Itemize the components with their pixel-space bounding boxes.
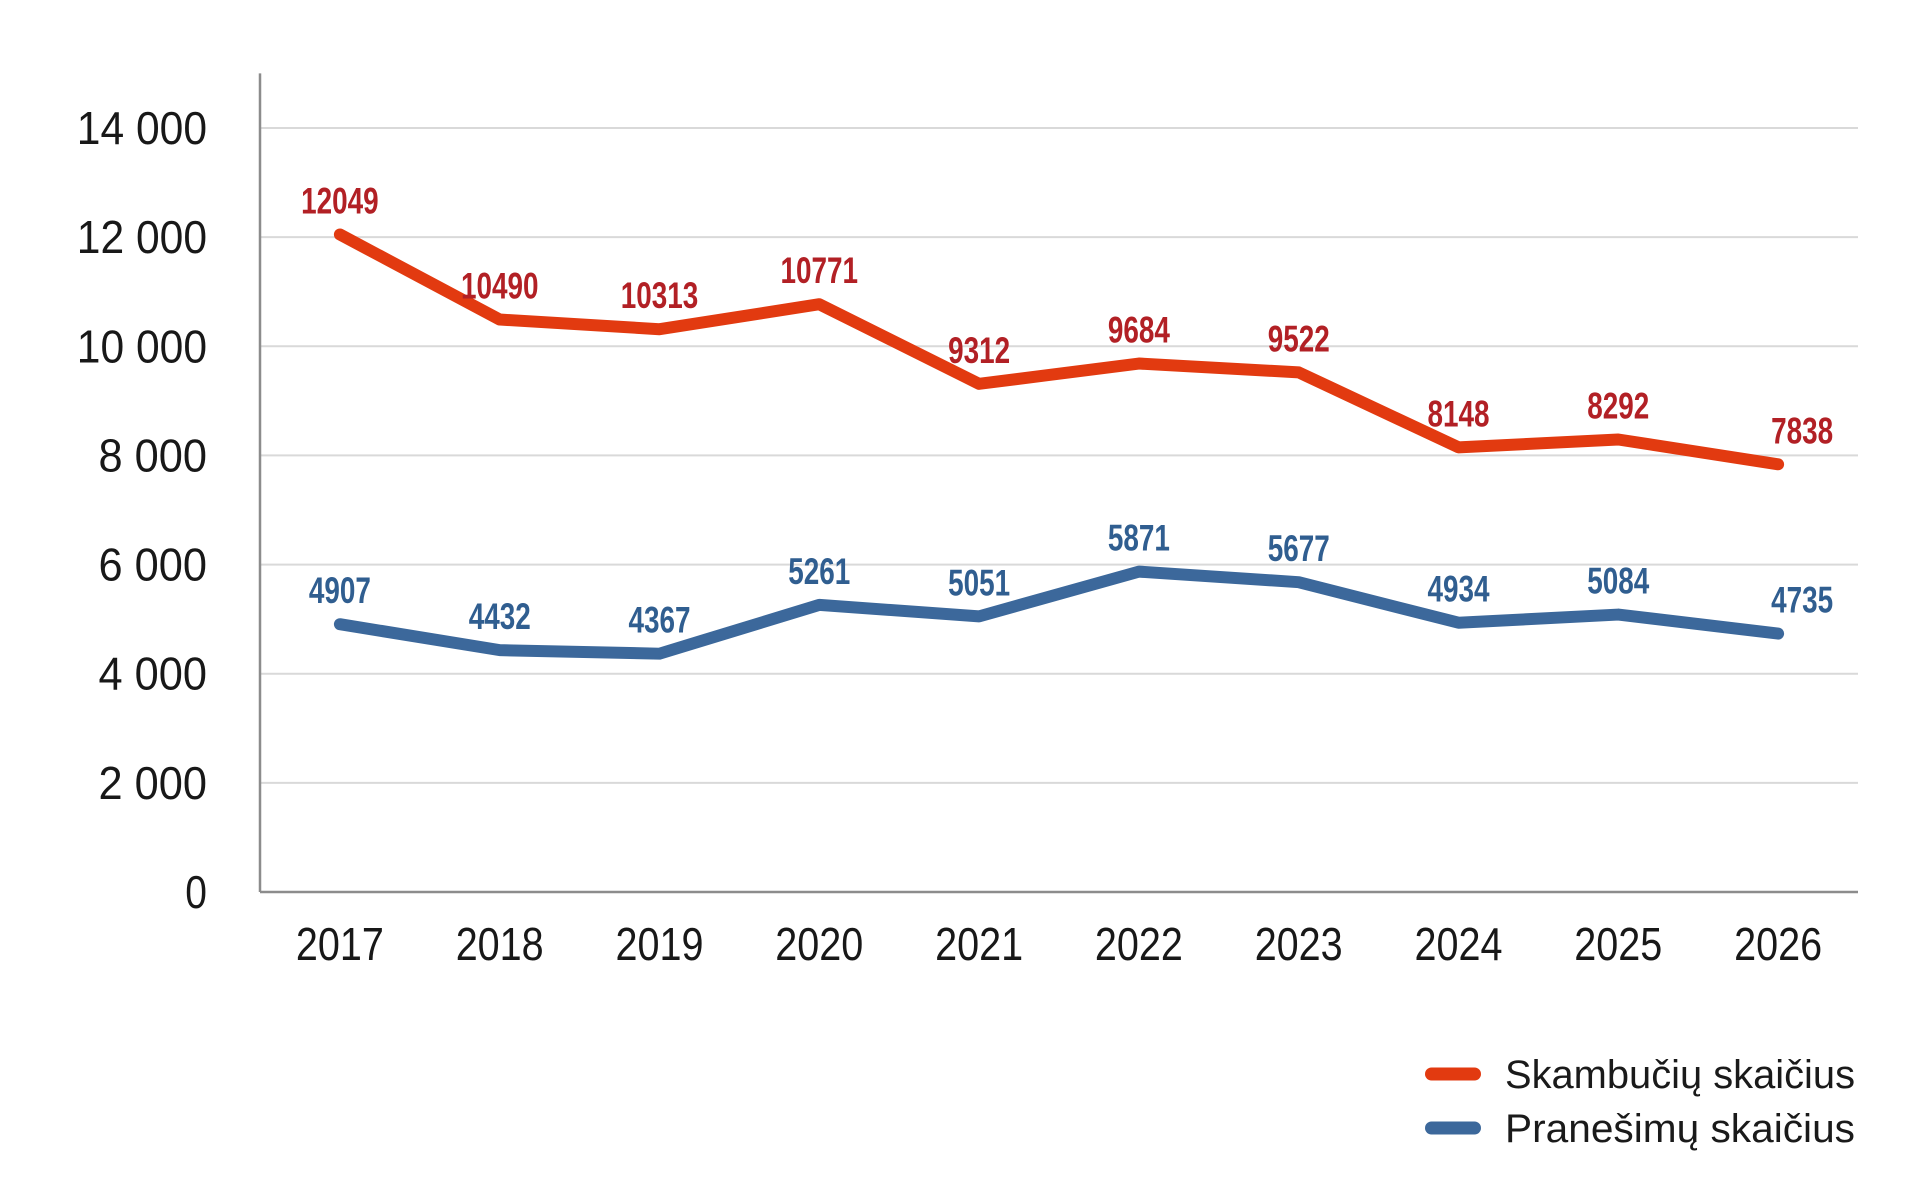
messages-data-label-2026: 4735: [1771, 580, 1833, 621]
messages-data-label-2022: 5871: [1108, 518, 1170, 559]
x-tick-label-2023: 2023: [1255, 918, 1343, 970]
calls-legend-label: Skambučių skaičius: [1505, 1053, 1855, 1097]
series-lines: [333, 228, 1785, 660]
data-labels: 12049 10490 10313 10771 9312 9684 9522 8148 8292…: [301, 180, 1833, 640]
x-tick-label-2018: 2018: [456, 918, 544, 970]
calls-data-label-2022: 9684: [1108, 310, 1170, 351]
messages-data-label-2017: 4907: [309, 570, 371, 611]
y-tick-label-10000: 10 000: [77, 320, 207, 372]
y-tick-label-2000: 2 000: [99, 757, 208, 809]
messages-data-label-2025: 5084: [1587, 561, 1649, 602]
y-tick-label-14000: 14 000: [77, 102, 207, 154]
calls-data-label-2017: 12049: [301, 180, 379, 221]
y-tick-label-0: 0: [185, 866, 207, 918]
messages-data-label-2021: 5051: [948, 562, 1010, 603]
x-axis-tick-labels: 2017 2018 2019 2020 2021 2022 2023 2024 2025 2026: [296, 918, 1822, 970]
x-tick-label-2025: 2025: [1574, 918, 1662, 970]
messages-data-label-2024: 4934: [1428, 569, 1490, 610]
x-tick-label-2022: 2022: [1095, 918, 1183, 970]
gridlines: [260, 127, 1858, 784]
y-tick-label-6000: 6 000: [99, 539, 208, 591]
x-tick-label-2026: 2026: [1734, 918, 1822, 970]
y-axis-tick-labels: 0 2 000 4 000 6 000 8 000 10 000 12 000 14 000: [77, 102, 207, 918]
axes: [258, 73, 1858, 894]
y-tick-label-12000: 12 000: [77, 211, 207, 263]
y-tick-label-4000: 4 000: [99, 648, 208, 700]
calls-legend-swatch: [1425, 1067, 1481, 1081]
x-tick-label-2021: 2021: [935, 918, 1023, 970]
x-tick-label-2019: 2019: [616, 918, 704, 970]
messages-legend-swatch: [1425, 1121, 1481, 1135]
calls-data-label-2023: 9522: [1268, 318, 1330, 359]
messages-legend-label: Pranešimų skaičius: [1505, 1107, 1855, 1151]
messages-data-label-2018: 4432: [469, 596, 531, 637]
messages-data-label-2019: 4367: [629, 600, 691, 641]
x-tick-label-2017: 2017: [296, 918, 384, 970]
calls-data-label-2024: 8148: [1428, 393, 1490, 434]
calls-data-label-2018: 10490: [461, 266, 539, 307]
messages-data-label-2023: 5677: [1268, 528, 1330, 569]
x-tick-label-2024: 2024: [1415, 918, 1503, 970]
x-tick-label-2020: 2020: [775, 918, 863, 970]
calls-data-label-2026: 7838: [1771, 410, 1833, 451]
legend: Skambučių skaičius Pranešimų skaičius: [1425, 1053, 1855, 1151]
messages-series-line: [333, 565, 1785, 660]
calls-series-line: [333, 228, 1785, 471]
calls-data-label-2020: 10771: [781, 250, 859, 291]
calls-data-label-2019: 10313: [621, 275, 699, 316]
calls-data-label-2025: 8292: [1587, 385, 1649, 426]
messages-data-label-2020: 5261: [788, 551, 850, 592]
y-tick-label-8000: 8 000: [99, 429, 208, 481]
calls-data-label-2021: 9312: [948, 330, 1010, 371]
